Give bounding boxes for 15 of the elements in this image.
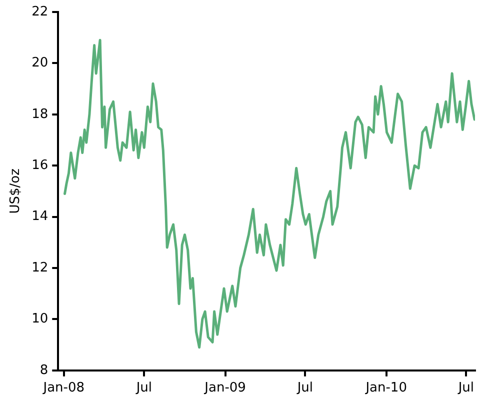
y-tick-label: 16	[32, 158, 48, 173]
x-tick-label: Jan-08	[42, 380, 85, 396]
y-tick-label: 14	[32, 209, 48, 224]
y-tick-label: 20	[32, 56, 48, 71]
y-tick-label: 12	[32, 260, 48, 276]
x-tick-label: Jul	[135, 380, 152, 396]
x-tick-label: Jul	[296, 380, 314, 396]
y-tick-label: 22	[32, 4, 48, 20]
y-axis-title: US$/oz	[8, 168, 24, 214]
y-tick-label: 10	[32, 312, 48, 327]
x-tick-label: Jan-09	[204, 380, 246, 396]
x-tick-label: Jul	[457, 380, 474, 396]
y-tick-label: 8	[40, 362, 48, 378]
y-tick-label: 18	[32, 106, 48, 122]
x-tick-label: Jan-10	[364, 380, 407, 396]
